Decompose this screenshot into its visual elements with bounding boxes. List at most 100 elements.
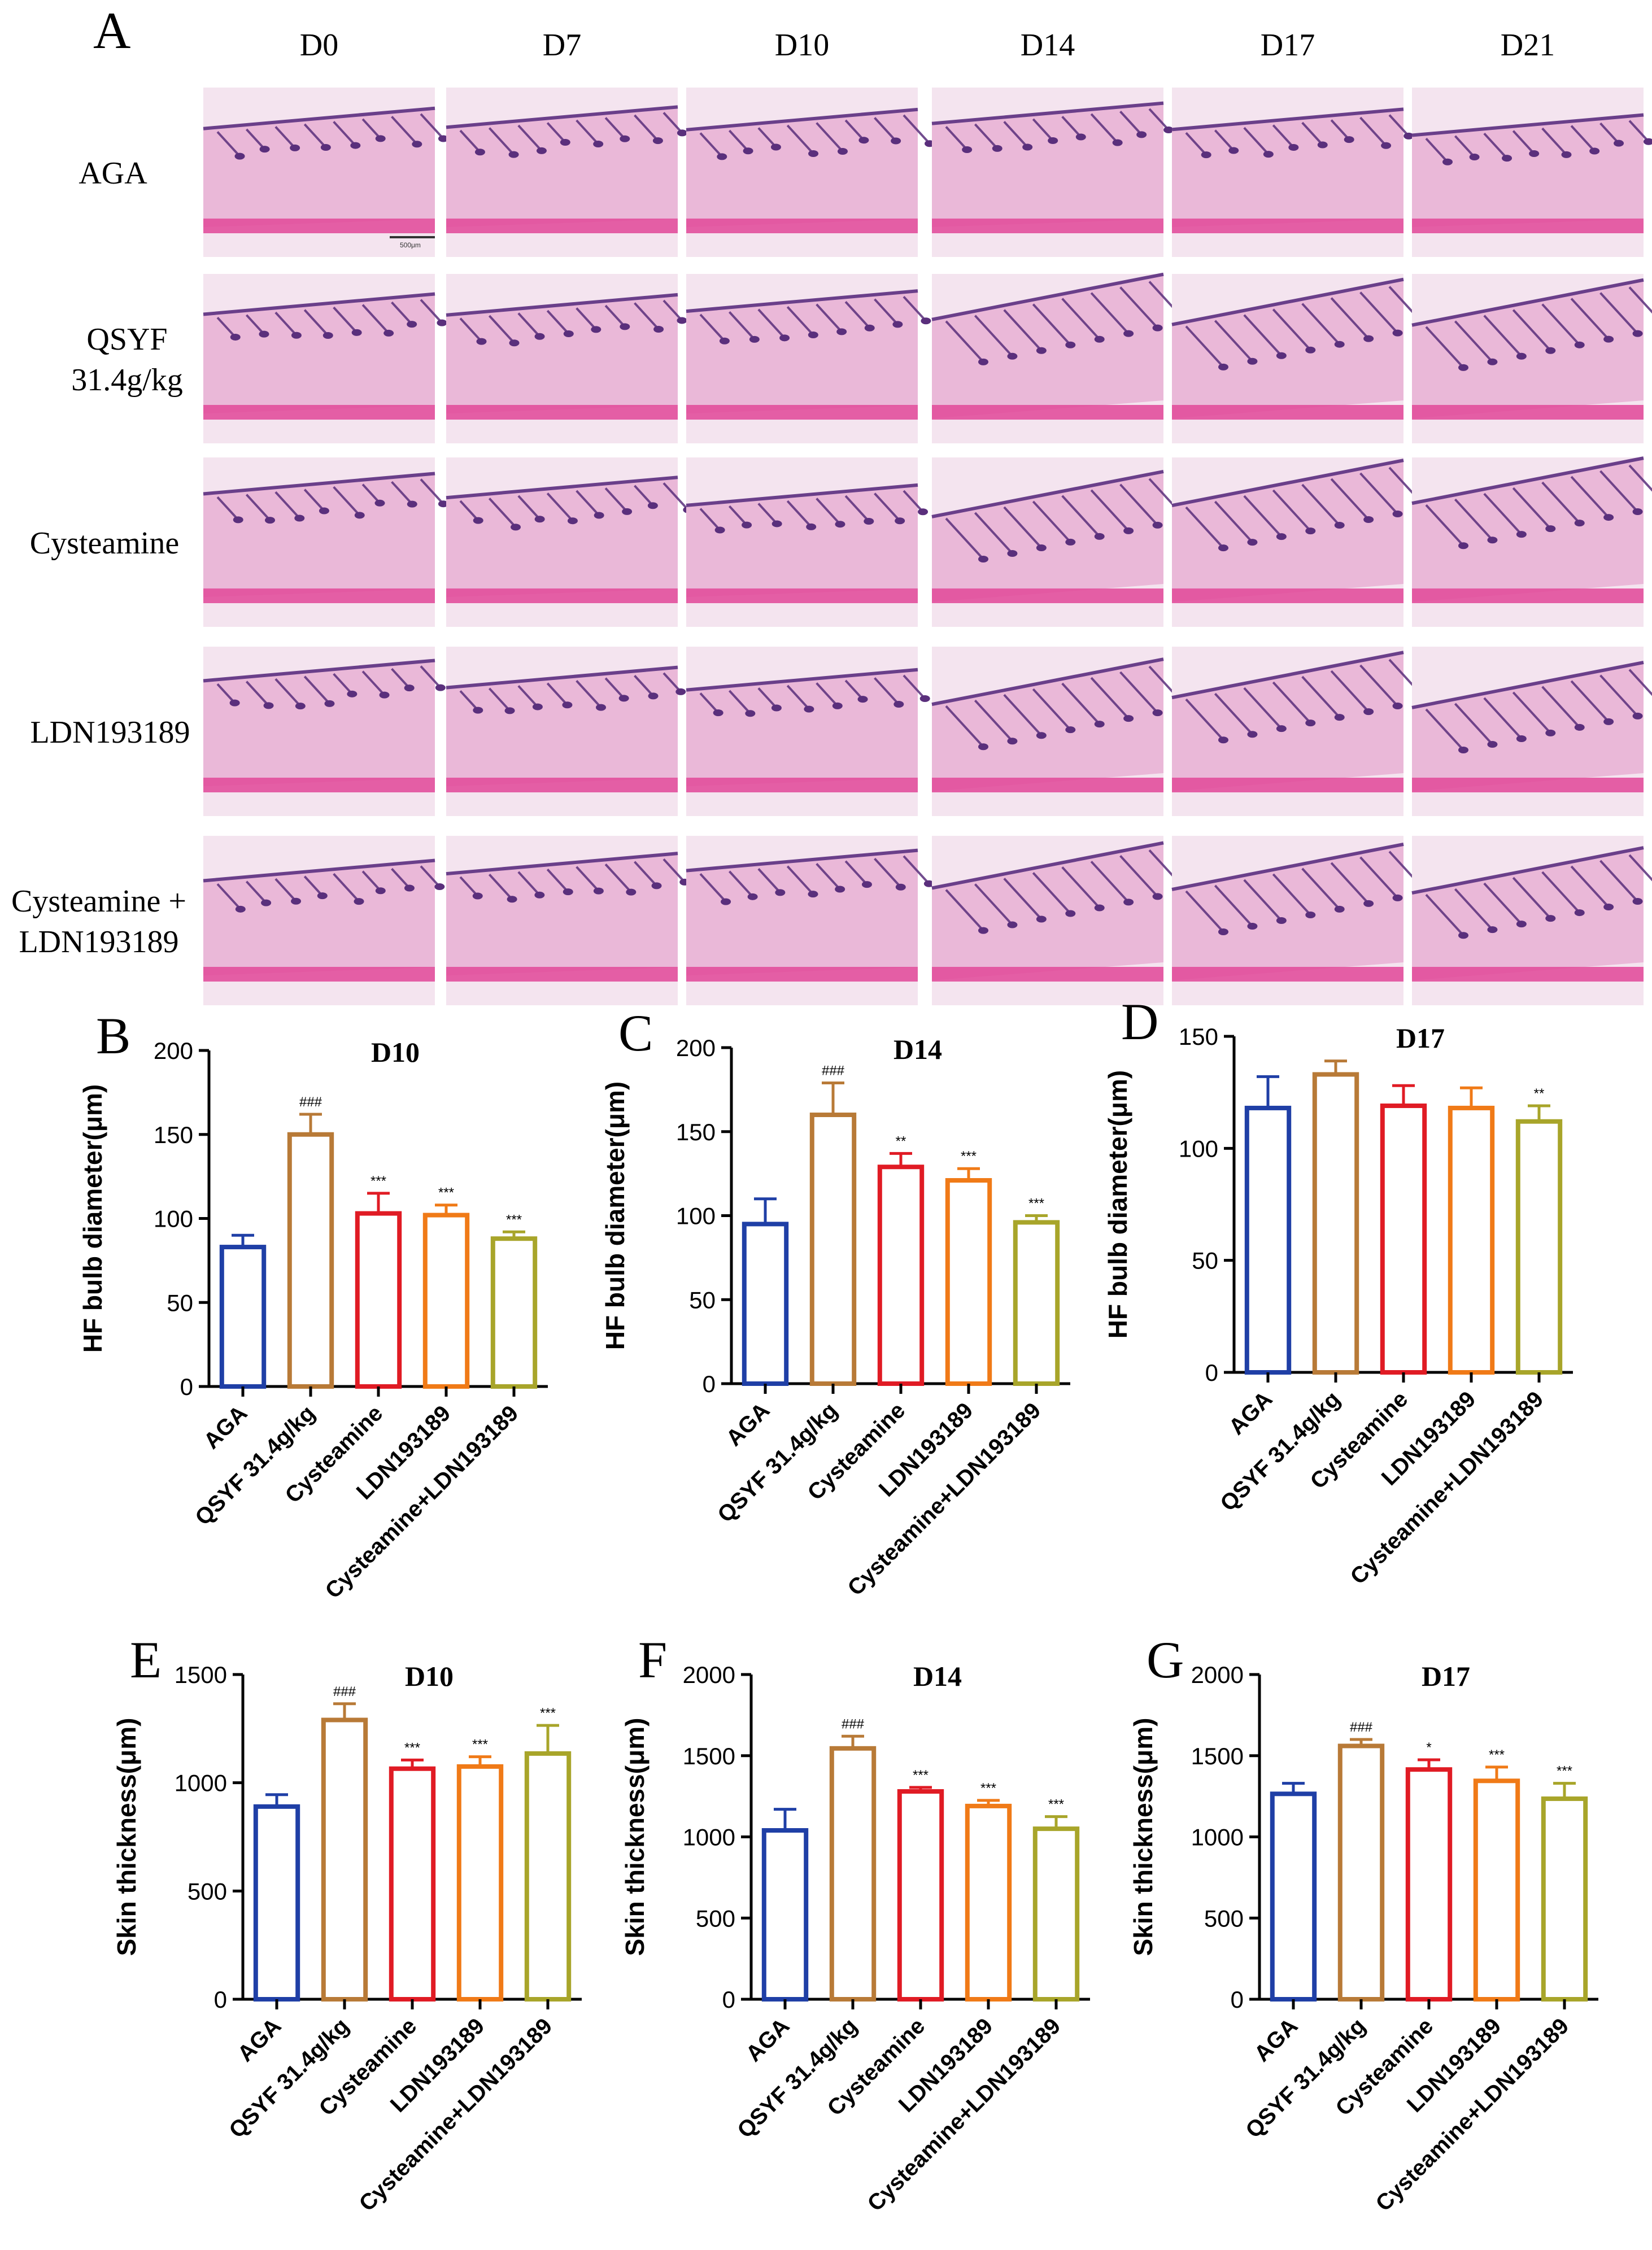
- hair-follicle: [1032, 872, 1071, 914]
- group-label: LDN193189: [30, 715, 190, 750]
- epidermis: [203, 858, 435, 883]
- y-axis-label: Skin thickness(μm): [1128, 1718, 1158, 1956]
- follicle-bulb: [407, 321, 417, 328]
- epidermis: [203, 472, 435, 496]
- day-header: D7: [543, 28, 581, 63]
- dermis: [686, 850, 918, 976]
- hair-follicle: [420, 299, 443, 324]
- epidermis: [686, 107, 918, 132]
- epidermis: [203, 659, 435, 683]
- follicle-bulb: [978, 927, 988, 934]
- hair-follicle: [604, 117, 626, 140]
- follicle-bulb: [1363, 516, 1374, 524]
- follicle-bulb: [832, 702, 843, 709]
- epidermis: [446, 105, 678, 129]
- follicle-bulb: [591, 326, 601, 333]
- bar: [321, 1717, 368, 2002]
- follicle-bulb: [1574, 520, 1585, 527]
- hair-follicle: [459, 876, 479, 897]
- follicle-bulb: [835, 886, 845, 893]
- hair-follicle: [1541, 686, 1581, 729]
- follicle-bulb: [354, 898, 364, 905]
- hair-follicle: [303, 489, 325, 512]
- follicle-bulb: [1163, 127, 1174, 134]
- muscle-layer: [446, 588, 678, 603]
- follicle-bulb: [1305, 911, 1316, 918]
- hair-follicle: [1599, 674, 1639, 717]
- hair-follicle: [1061, 495, 1101, 538]
- histology-tile: [686, 836, 934, 1005]
- follicle-bulb: [593, 141, 604, 148]
- follicle-bulb: [1363, 335, 1374, 342]
- hair-follicle: [1628, 286, 1652, 314]
- hair-follicle: [391, 116, 418, 145]
- follicle-bulb: [893, 701, 904, 708]
- significance-label: ***: [506, 1212, 522, 1227]
- y-tick-label: 0: [1231, 1986, 1244, 2013]
- follicle-bulb: [1334, 522, 1345, 529]
- hair-follicle: [1388, 114, 1410, 137]
- muscle-layer: [932, 405, 1163, 420]
- bar: [355, 1211, 402, 1389]
- y-tick-label: 500: [188, 1878, 227, 1904]
- significance-label: ***: [913, 1768, 929, 1783]
- hair-follicle: [903, 490, 924, 513]
- hair-follicle: [1330, 670, 1370, 713]
- hair-follicle: [517, 312, 541, 338]
- follicle-bulb: [594, 512, 604, 519]
- hair-follicle: [728, 311, 756, 341]
- chart-title: D14: [913, 1660, 962, 1692]
- hair-follicle: [1272, 308, 1311, 351]
- hair-follicle: [1090, 489, 1130, 532]
- follicle-bulb: [532, 703, 543, 710]
- follicle-bulb: [473, 517, 483, 524]
- follicle-bulb: [1247, 923, 1258, 930]
- hair-follicle: [1330, 297, 1370, 340]
- hair-follicle: [488, 498, 517, 528]
- y-tick-label: 0: [214, 1986, 227, 2013]
- hair-follicle: [1541, 871, 1581, 914]
- follicle-bulb: [1516, 531, 1527, 538]
- hair-follicle: [816, 303, 843, 333]
- hair-follicle: [786, 684, 810, 710]
- hair-follicle: [1185, 325, 1224, 368]
- follicle-bulb: [437, 319, 447, 326]
- bar: [1541, 1796, 1588, 2002]
- hair-follicle: [1599, 470, 1639, 513]
- panel-letter: C: [618, 1004, 653, 1062]
- follicle-bulb: [1276, 533, 1287, 540]
- bar: [965, 1803, 1012, 2002]
- x-tick-label: AGA: [741, 2013, 794, 2066]
- hair-follicle: [488, 315, 515, 344]
- x-tick-label: QSYF 31.4g/kg: [713, 1398, 842, 1527]
- y-tick-label: 0: [722, 1986, 735, 2013]
- hair-follicle: [1003, 309, 1043, 352]
- follicle-bulb: [626, 888, 637, 896]
- follicle-bulb: [618, 695, 629, 702]
- hair-follicle: [1119, 286, 1159, 329]
- hair-follicle: [1512, 487, 1551, 530]
- hair-follicle: [1570, 865, 1610, 908]
- follicle-bulb: [892, 321, 903, 328]
- follicle-bulb: [234, 152, 245, 160]
- hair-follicle: [1454, 135, 1476, 158]
- follicle-bulb: [1036, 544, 1047, 551]
- hair-follicle: [874, 117, 897, 142]
- dermis: [932, 103, 1163, 228]
- hair-follicle: [945, 889, 984, 931]
- bar: [524, 1751, 572, 2002]
- hair-follicle: [517, 871, 541, 896]
- hair-follicle: [1090, 292, 1130, 335]
- follicle-bulb: [1218, 928, 1228, 936]
- histology-tile: [446, 836, 690, 1005]
- follicle-bulb: [677, 129, 687, 137]
- follicle-bulb: [620, 323, 630, 330]
- epidermis: [1171, 459, 1404, 508]
- hair-follicle: [662, 858, 686, 883]
- follicle-bulb: [1263, 151, 1274, 158]
- hair-follicle: [333, 486, 361, 516]
- hair-follicle: [1359, 472, 1399, 515]
- y-tick-label: 1500: [683, 1743, 735, 1769]
- hair-follicle: [274, 311, 298, 337]
- dermis: [1412, 662, 1644, 791]
